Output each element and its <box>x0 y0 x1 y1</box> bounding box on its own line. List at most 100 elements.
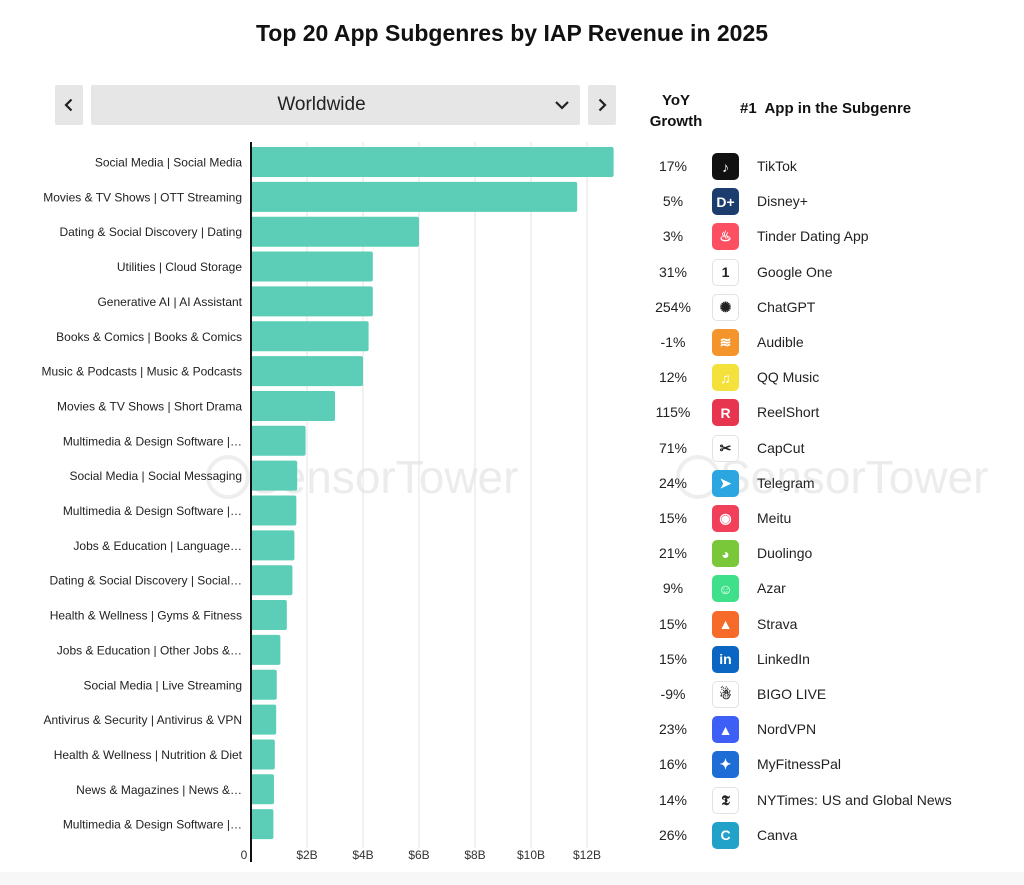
category-label: Generative AI | AI Assistant <box>97 295 242 309</box>
category-label: Social Media | Social Media <box>95 156 243 170</box>
app-name: MyFitnessPal <box>757 756 842 773</box>
bar <box>251 286 373 317</box>
yoy-growth-value: 24% <box>658 474 688 491</box>
app-name: Tinder Dating App <box>757 228 869 245</box>
app-name: Canva <box>757 826 798 843</box>
app-name: ReelShort <box>757 404 820 421</box>
yoy-growth-value: 71% <box>658 439 688 456</box>
bar <box>251 704 277 735</box>
chevron-left-icon <box>64 98 73 112</box>
bar <box>251 600 287 631</box>
tinder-icon: ♨ <box>712 223 739 251</box>
region-select[interactable]: Worldwide <box>91 85 580 125</box>
yoy-growth-value: 16% <box>658 756 688 773</box>
app-name: Azar <box>757 580 786 597</box>
yoy-growth-value: 21% <box>658 545 688 562</box>
app-name: Disney+ <box>757 193 808 210</box>
app-name: NYTimes: US and Global News <box>757 791 952 808</box>
app-name: QQ Music <box>757 369 820 386</box>
footer-band <box>0 872 1024 885</box>
category-label: Social Media | Social Messaging <box>69 469 242 483</box>
yoy-growth-value: 14% <box>658 791 688 808</box>
yoy-growth-header: YoY Growth <box>640 90 712 132</box>
nytimes-icon: 𝕿 <box>712 786 739 814</box>
bar <box>251 565 293 596</box>
yoy-header-line1: YoY <box>661 92 691 109</box>
yoy-growth-value: 15% <box>658 650 688 667</box>
audible-icon: ≋ <box>712 329 739 356</box>
app-name: Telegram <box>757 474 815 491</box>
bar <box>251 634 281 665</box>
app-name: Strava <box>757 615 798 632</box>
yoy-growth-value: 15% <box>658 510 688 526</box>
x-tick-label: $6B <box>408 848 429 862</box>
bar <box>251 356 363 387</box>
app-name: Duolingo <box>757 545 813 562</box>
yoy-growth-value: -9% <box>660 686 686 702</box>
bar <box>251 774 274 805</box>
yoy-growth-value: 115% <box>655 404 691 421</box>
category-label: Social Media | Live Streaming <box>83 678 242 692</box>
x-tick-label: $2B <box>296 848 317 862</box>
yoy-growth-value: 3% <box>662 228 684 245</box>
category-label: Movies & TV Shows | OTT Streaming <box>43 190 242 204</box>
app-name: CapCut <box>757 439 805 456</box>
category-label: Antivirus & Security | Antivirus & VPN <box>43 713 242 727</box>
bar <box>251 739 275 770</box>
yoy-growth-value: 31% <box>658 263 688 280</box>
chart-title: Top 20 App Subgenres by IAP Revenue in 2… <box>255 20 769 46</box>
x-tick-label: $4B <box>352 848 373 862</box>
app-name: Audible <box>757 334 804 350</box>
yoy-header-line2: Growth <box>649 113 703 130</box>
duolingo-icon: ◕ <box>712 540 739 568</box>
yoy-growth-value: -1% <box>660 334 686 350</box>
strava-icon: ▲ <box>712 610 739 638</box>
myfitnesspal-icon: ✦ <box>712 751 739 779</box>
top-app-header: #1 App in the Subgenre <box>740 100 912 117</box>
app-name: Meitu <box>757 510 792 526</box>
category-label: Multimedia & Design Software |… <box>63 434 242 448</box>
tiktok-icon: ♪ <box>712 153 739 180</box>
bar <box>251 147 614 177</box>
canva-icon: C <box>712 821 739 849</box>
yoy-growth-value: 15% <box>658 615 688 632</box>
x-tick-label: $12B <box>573 848 601 862</box>
category-label: Health & Wellness | Gyms & Fitness <box>50 609 242 623</box>
yoy-growth-value: 254% <box>655 298 691 315</box>
bar-chart: Social Media | Social Media Movies & TV S… <box>41 142 614 862</box>
yoy-growth-value: 9% <box>662 580 684 597</box>
category-label: Dating & Social Discovery | Dating <box>59 225 242 239</box>
app-name: Google One <box>757 263 833 280</box>
x-tick-label: 0 <box>241 848 248 862</box>
bar <box>251 669 277 700</box>
category-label: News & Magazines | News &… <box>76 783 242 797</box>
category-label: Multimedia & Design Software |… <box>63 818 242 832</box>
bar <box>251 390 335 421</box>
next-button[interactable] <box>588 85 616 125</box>
chevron-down-icon <box>555 101 569 110</box>
category-label: Multimedia & Design Software |… <box>63 504 242 518</box>
qq-music-icon: ♫ <box>712 364 739 392</box>
chatgpt-icon: ✺ <box>712 293 739 321</box>
watermark: SensorTower <box>720 451 989 503</box>
bigo-live-icon: ☃ <box>712 681 739 708</box>
category-label: Jobs & Education | Other Jobs &… <box>57 643 242 657</box>
previous-button[interactable] <box>55 85 83 125</box>
bar <box>251 425 306 456</box>
linkedin-icon: in <box>712 645 739 673</box>
region-select-value: Worldwide <box>277 94 366 115</box>
bar <box>251 495 297 526</box>
telegram-icon: ➤ <box>712 469 739 497</box>
category-label: Books & Comics | Books & Comics <box>56 330 242 344</box>
app-name: TikTok <box>757 158 797 174</box>
reelshort-icon: R <box>712 399 739 427</box>
yoy-growth-value: 17% <box>658 158 688 174</box>
capcut-icon: ✂ <box>712 434 739 462</box>
category-label: Jobs & Education | Language… <box>73 539 242 553</box>
x-tick-label: $8B <box>464 848 485 862</box>
meitu-icon: ◉ <box>712 505 739 532</box>
azar-icon: ☺ <box>712 575 739 603</box>
chevron-right-icon <box>598 98 607 112</box>
bar <box>251 460 298 491</box>
bar <box>251 809 274 840</box>
